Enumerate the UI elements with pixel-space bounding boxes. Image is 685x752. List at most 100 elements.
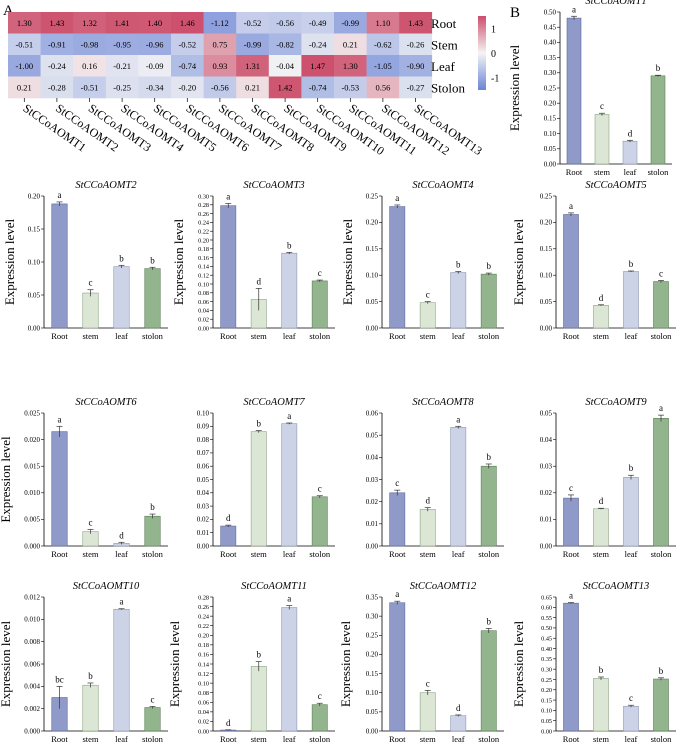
significance-letter: c [600,101,604,111]
bar [480,630,497,732]
colorbar-tick-label: 1 [491,24,496,35]
chart-title: StCCoAOMT8 [412,397,474,408]
significance-letter: b [629,259,634,269]
significance-letter: b [150,255,155,265]
heatmap-cell-label: -0.90 [407,61,425,71]
bar [566,17,582,165]
heatmap-cell [171,12,204,34]
y-tick-label: 0.15 [540,245,553,253]
y-tick-label: 0.05 [366,431,379,439]
y-tick-label: 0.01 [197,529,210,537]
bar [480,273,497,329]
significance-letter: c [426,290,430,300]
bar [623,271,639,329]
y-tick-label: 0.20 [540,219,553,227]
heatmap-cell-label: -0.56 [211,82,229,92]
y-tick-label: 0.10 [198,680,209,687]
significance-letter: a [456,414,460,424]
y-axis-label: Expression level [340,218,355,305]
bar [311,704,328,732]
heatmap-cell-label: -0.62 [374,39,392,49]
x-tick-label: Root [563,549,580,559]
y-tick-label: 0.04 [366,454,379,462]
heatmap-cell [40,12,74,34]
bar-chart-9: StCCoAOMT9 0.00 0.01 0.02 0.03 0.04 0.05 c Root d… [540,397,676,559]
heatmap-cell-label: -0.95 [113,39,131,49]
bar [311,280,328,329]
heatmap-cell [301,12,335,34]
y-tick-label: 0.07 [197,449,210,457]
y-tick-label: 0.03 [366,476,379,484]
bar [113,266,130,329]
significance-letter: c [426,678,430,688]
bar [144,268,161,329]
y-tick-label: 0.25 [544,84,557,92]
y-tick-label: 0.10 [544,130,557,138]
significance-letter: c [659,268,663,278]
significance-letter: b [656,63,661,73]
significance-letter: d [456,703,461,713]
heatmap-row-label: Root [431,16,457,31]
x-tick-label: leaf [625,331,638,341]
x-tick-label: Root [389,331,406,341]
heatmap-cell-label: 0.16 [82,61,97,71]
y-tick-label: 0.25 [366,632,379,640]
y-tick-label: 0.010 [24,616,40,624]
x-tick-label: stolon [478,734,500,744]
x-tick-label: stem [593,549,609,559]
heatmap-cell-label: -0.52 [244,18,262,28]
x-tick-label: stolon [648,167,670,177]
heatmap-cell-label: 1.43 [49,18,64,28]
bar [450,715,467,732]
x-tick-label: Root [563,734,580,744]
x-tick-label: stem [420,549,436,559]
y-tick-label: 0.35 [544,54,557,62]
significance-letter: d [257,276,262,286]
y-tick-label: 0.28 [198,594,209,601]
y-tick-label: 0.005 [24,516,40,524]
y-tick-label: 0.05 [197,476,210,484]
heatmap-cell [366,76,400,99]
heatmap-cell [399,12,433,34]
heatmap-cell-label: -0.04 [276,61,294,71]
heatmap-cell [8,76,41,99]
y-tick-label: 0.02 [540,489,553,497]
heatmap-cell [203,76,237,99]
y-tick-label: 0.00 [366,542,379,550]
heatmap-cell [236,33,270,56]
bar [450,272,467,329]
y-tick-label: 0.00 [544,160,557,168]
y-tick-label: 0.15 [366,670,379,678]
significance-letter: c [318,691,322,701]
x-tick-label: stem [82,734,98,744]
bar [51,203,68,329]
heatmap-cell [268,33,302,56]
significance-letter: a [395,589,399,599]
heatmap-cell-label: 0.21 [245,82,260,92]
y-tick-label: 0.20 [198,237,209,244]
y-tick-label: 0.25 [541,677,552,684]
heatmap-cell [203,55,237,77]
bar-chart-6: StCCoAOMT6 0.000 0.005 0.010 0.015 0.020 0.025… [0,397,168,559]
heatmap-cell [236,55,270,77]
y-tick-label: 0.10 [197,409,210,417]
bar [250,431,267,547]
y-axis-label: Expression level [338,620,353,707]
bar-chart-1: StCCoAOMT1 0.00 0.05 0.10 0.15 0.20 0.25 0.30 0.… [507,0,672,177]
bar-chart-12: StCCoAOMT12 0.00 0.05 0.10 0.15 0.20 0.25 0.30 0… [338,581,504,744]
y-tick-label: 0.000 [24,542,40,550]
bar [653,418,669,547]
bar-chart-10: StCCoAOMT10 0.000 0.002 0.004 0.006 0.008 0.01… [0,581,168,744]
heatmap-cell-label: -0.96 [146,39,164,49]
heatmap-cell [138,76,172,99]
heatmap-cell [203,33,237,56]
significance-letter: d [226,513,231,523]
x-tick-label: leaf [452,734,465,744]
chart-title: StCCoAOMT3 [243,180,304,191]
x-tick-label: stem [251,331,267,341]
y-tick-label: 0.15 [366,245,379,253]
heatmap-cell [399,76,433,99]
heatmap-cell [203,12,237,34]
heatmap-cell-label: -0.53 [341,82,359,92]
x-tick-label: stolon [651,549,673,559]
